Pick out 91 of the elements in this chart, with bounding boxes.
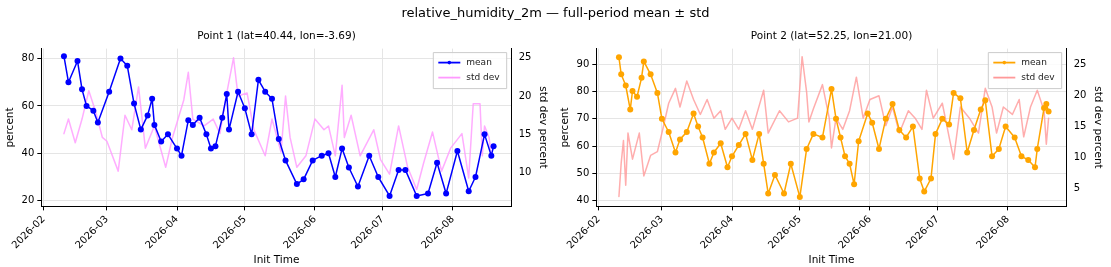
legend-label: std dev <box>1021 71 1056 82</box>
point <box>223 91 230 98</box>
point <box>164 131 171 138</box>
point <box>203 131 210 138</box>
y-tick-label: 60 <box>576 139 590 151</box>
y-tick-label: 80 <box>576 85 590 97</box>
y-axis-title: percent <box>558 107 571 148</box>
point <box>268 95 275 102</box>
point <box>490 143 497 150</box>
point <box>137 126 144 133</box>
point <box>79 86 86 93</box>
y2-tick-label: 25 <box>518 51 532 63</box>
point <box>318 152 325 159</box>
point <box>293 181 300 188</box>
legend-label: std dev <box>466 71 501 82</box>
point <box>178 152 185 159</box>
point <box>124 62 131 69</box>
point <box>144 112 151 119</box>
point <box>94 119 101 126</box>
x-axis-title: Init Time <box>808 253 855 266</box>
point <box>83 102 90 109</box>
y2-tick-label: 20 <box>1073 88 1087 100</box>
point <box>74 57 81 64</box>
legend-label: mean <box>466 56 492 67</box>
point <box>325 150 332 157</box>
point <box>402 166 409 173</box>
point <box>106 88 113 95</box>
point <box>434 159 441 166</box>
point <box>345 164 352 171</box>
point <box>354 183 361 190</box>
y-tick-label: 40 <box>21 146 35 158</box>
x-axis-title: Init Time <box>253 253 300 266</box>
point <box>149 95 156 102</box>
point <box>425 190 432 197</box>
y-tick-label: 40 <box>576 194 590 206</box>
y-tick-label: 20 <box>21 194 35 206</box>
point <box>174 145 180 152</box>
point <box>275 136 282 143</box>
point <box>65 79 72 86</box>
point <box>465 188 472 195</box>
point <box>226 126 233 133</box>
chart-title: Point 1 (lat=40.44, lon=-3.69) <box>197 29 356 42</box>
point <box>282 157 289 164</box>
point <box>90 107 97 114</box>
y2-axis-title: std dev percent <box>537 86 550 169</box>
point <box>262 88 269 95</box>
point <box>255 76 262 83</box>
point <box>212 143 219 150</box>
legend-label: mean <box>1021 56 1047 67</box>
y-tick-label: 60 <box>21 99 35 111</box>
point <box>219 114 226 121</box>
point <box>413 192 420 199</box>
y-tick-label: 80 <box>21 52 35 64</box>
point <box>151 121 158 128</box>
point <box>131 100 138 107</box>
y2-tick-label: 10 <box>518 166 532 178</box>
y-tick-label: 50 <box>576 167 590 179</box>
point <box>395 166 402 173</box>
point <box>235 88 242 95</box>
y2-tick-label: 20 <box>518 89 532 101</box>
text: relative_humidity_2m — full-period mean ± std <box>400 5 711 20</box>
point <box>332 174 339 180</box>
chart-title: Point 2 (lat=52.25, lon=21.00) <box>750 29 913 42</box>
point <box>366 152 373 159</box>
point <box>241 105 248 112</box>
point <box>339 145 346 152</box>
y-tick-label: 90 <box>576 57 590 69</box>
point <box>488 152 495 159</box>
point <box>196 114 203 121</box>
y2-tick-label: 10 <box>1073 150 1087 162</box>
y2-tick-label: 15 <box>518 127 532 139</box>
point <box>375 174 382 180</box>
point <box>386 192 393 199</box>
point <box>300 176 307 183</box>
y2-tick-label: 15 <box>1073 119 1087 131</box>
point <box>185 117 192 124</box>
y2-tick-label: 5 <box>1073 181 1081 193</box>
point <box>454 147 461 154</box>
y-tick-label: 70 <box>576 112 590 124</box>
point <box>309 157 316 164</box>
point <box>443 190 450 197</box>
point <box>472 174 479 180</box>
y2-tick-label: 25 <box>1073 57 1087 69</box>
point <box>481 131 488 138</box>
point <box>60 53 67 60</box>
y-axis-title: percent <box>3 107 16 148</box>
y2-axis-title: std dev percent <box>1092 86 1105 169</box>
point <box>189 121 196 128</box>
point <box>158 138 165 145</box>
point <box>117 55 124 62</box>
point <box>248 131 255 138</box>
